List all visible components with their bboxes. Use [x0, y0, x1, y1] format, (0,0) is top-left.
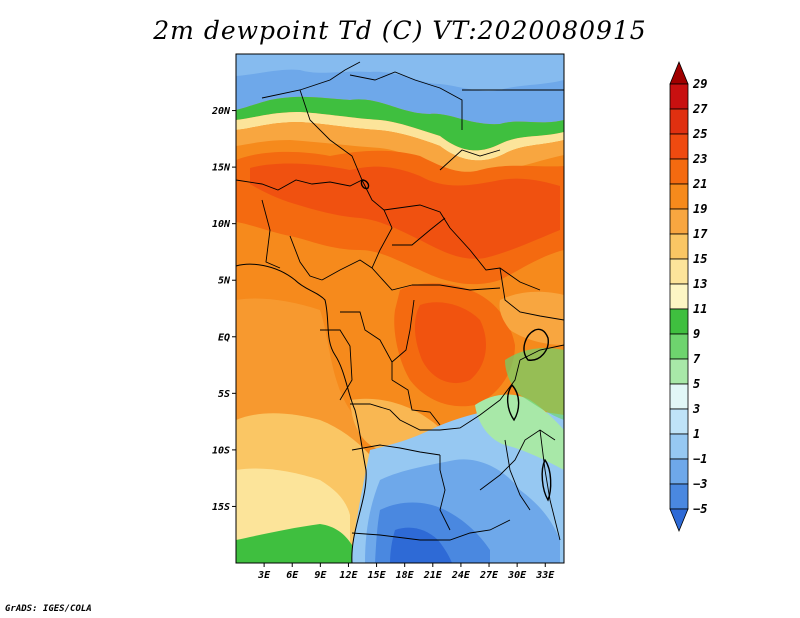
colorbar-label: 7: [693, 352, 701, 366]
grads-credit: GrADS: IGES/COLA: [5, 604, 92, 614]
colorbar-band: [669, 383, 689, 410]
lon-tick-label: 12E: [339, 570, 358, 581]
lake-tanganyika: [507, 383, 520, 422]
colorbar-band: [669, 483, 689, 510]
colorbar-label: 21: [692, 177, 707, 191]
lon-tick-label: 30E: [507, 570, 527, 581]
lon-tick-label: 21E: [423, 570, 443, 581]
colorbar-band: [669, 358, 689, 385]
lat-tick-label: 20N: [211, 106, 231, 117]
field-desert-lightblue: [236, 54, 564, 92]
country-boundaries: [236, 61, 564, 541]
field-east-highland-green: [505, 348, 564, 420]
colorbar-label: 5: [693, 377, 700, 391]
field-south-darkest-blue: [390, 527, 452, 563]
field-south-green: [236, 524, 352, 563]
lon-tick-label: 3E: [257, 570, 271, 581]
lat-tick-label: 10S: [212, 445, 230, 456]
colorbar-band: [669, 158, 689, 185]
lake-chad: [360, 179, 370, 190]
coastline: [235, 263, 367, 564]
colorbar: 29 27 25 23 21 19 17 15 13 11 9 7 5 3 1 −1 −3 −5: [669, 60, 708, 533]
colorbar-band: [669, 333, 689, 360]
latitude-ticks: 20N 15N 10N 5N EQ 5S 10S 15S: [211, 106, 236, 513]
colorbar-label: 29: [692, 77, 707, 91]
colorbar-label: −1: [693, 452, 707, 466]
colorbar-label: 15: [693, 252, 707, 266]
lon-tick-label: 6E: [286, 570, 299, 581]
lon-tick-label: 18E: [396, 570, 415, 581]
colorbar-band: [669, 233, 689, 260]
colorbar-band: [669, 283, 689, 310]
colorbar-label: 9: [693, 327, 700, 341]
dewpoint-field: [236, 54, 564, 563]
colorbar-label: 11: [693, 302, 707, 316]
lake-outlines: [360, 179, 552, 502]
colorbar-label: 13: [693, 277, 707, 291]
colorbar-bottom-arrow: [669, 508, 689, 533]
colorbar-label: 19: [693, 202, 707, 216]
colorbar-label: 3: [692, 402, 700, 416]
field-green-band: [236, 96, 564, 151]
colorbar-band: [669, 208, 689, 235]
colorbar-band: [669, 433, 689, 460]
colorbar-band: [669, 133, 689, 160]
colorbar-label: −5: [693, 502, 707, 516]
lon-tick-label: 24E: [451, 570, 471, 581]
lon-tick-label: 9E: [314, 570, 327, 581]
lon-tick-label: 15E: [368, 570, 387, 581]
lat-tick-label: 5S: [218, 389, 230, 400]
field-central-red: [414, 302, 486, 384]
colorbar-band: [669, 458, 689, 485]
colorbar-band: [669, 183, 689, 210]
colorbar-band: [669, 408, 689, 435]
lon-tick-label: 33E: [535, 570, 555, 581]
colorbar-band: [669, 83, 689, 110]
colorbar-band: [669, 258, 689, 285]
colorbar-top-arrow: [669, 60, 689, 85]
colorbar-band: [669, 308, 689, 335]
lat-tick-label: 15N: [212, 163, 231, 174]
colorbar-label: 23: [692, 152, 707, 166]
lat-tick-label: 15S: [212, 502, 230, 513]
colorbar-label: 17: [693, 227, 708, 241]
lon-tick-label: 27E: [479, 570, 499, 581]
lat-tick-label: 10N: [212, 219, 231, 230]
lake-victoria: [523, 328, 549, 361]
colorbar-label: 1: [693, 427, 700, 441]
map-frame: [235, 53, 565, 564]
field-east-green: [475, 394, 564, 470]
colorbar-label: −3: [693, 477, 707, 491]
field-east-light-orange: [499, 291, 564, 345]
field-sahel-red: [250, 163, 560, 259]
lat-tick-label: EQ: [218, 332, 230, 343]
map-title: 2m dewpoint Td (C) VT:2020080915: [153, 16, 647, 45]
field-yellow-band: [236, 112, 564, 161]
colorbar-label: 27: [692, 102, 708, 116]
colorbar-band: [669, 108, 689, 135]
longitude-ticks: 3E 6E 9E 12E 15E 18E 21E 24E 27E 30E 33E: [257, 563, 555, 581]
lat-tick-label: 5N: [218, 276, 231, 287]
field-light-orange-band: [236, 122, 564, 174]
colorbar-label: 25: [692, 127, 707, 141]
lake-malawi: [541, 458, 552, 502]
